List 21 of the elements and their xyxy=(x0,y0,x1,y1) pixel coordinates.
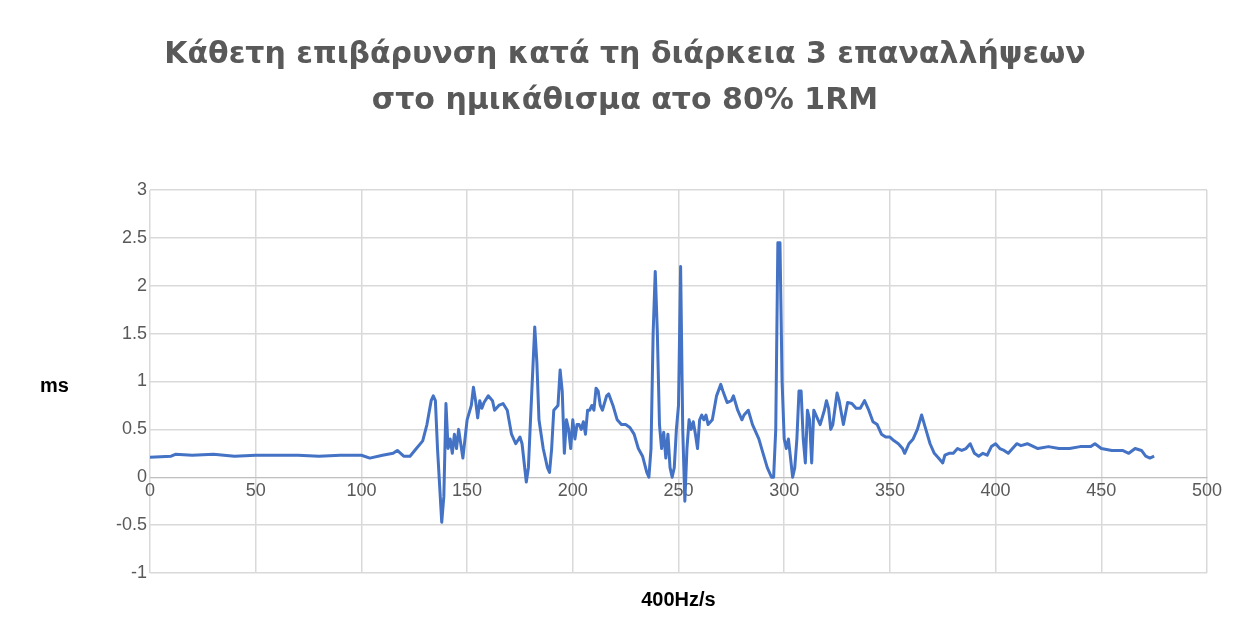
y-tick-label: 3 xyxy=(136,178,147,199)
y-axis-title: ms xyxy=(40,374,69,397)
x-tick-label: 450 xyxy=(1086,480,1117,501)
y-tick-label: 0.5 xyxy=(121,418,147,439)
x-tick-label: 350 xyxy=(874,480,905,501)
x-axis-title: 400Hz/s xyxy=(640,588,717,611)
x-tick-label: 200 xyxy=(557,480,588,501)
y-tick-label: 0 xyxy=(136,466,147,487)
y-tick-label: 2 xyxy=(136,274,147,295)
x-tick-label: 50 xyxy=(245,480,266,501)
x-tick-label: 150 xyxy=(452,480,483,501)
x-tick-label: 400 xyxy=(980,480,1011,501)
y-tick-label: -0.5 xyxy=(115,514,147,535)
y-tick-label: 1.5 xyxy=(121,322,147,343)
y-tick-label: 1 xyxy=(136,370,147,391)
y-tick-label: -1 xyxy=(130,561,147,582)
x-tick-label: 500 xyxy=(1191,480,1223,501)
y-tick-label: 2.5 xyxy=(121,226,147,247)
x-tick-label: 100 xyxy=(346,480,377,501)
x-tick-label: 300 xyxy=(769,480,800,501)
chart-title: Κάθετη επιβάρυνση κατά τη διάρκεια 3 επαναλλήψεων στο ημικάθισμα ατο 80% 1RM xyxy=(163,34,1087,118)
